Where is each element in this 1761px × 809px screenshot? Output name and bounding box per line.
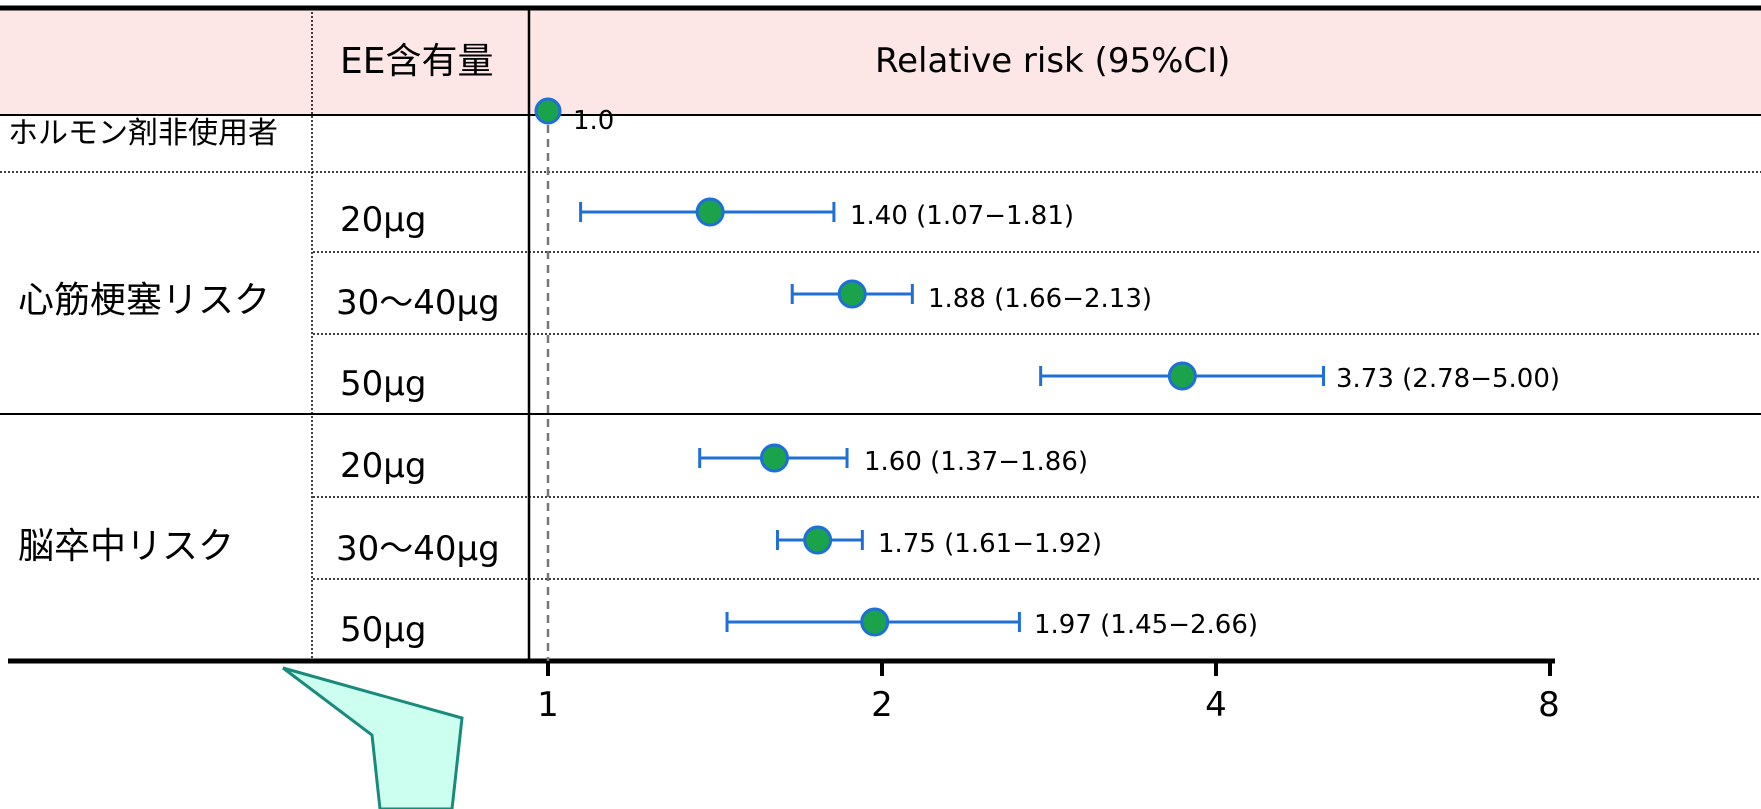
value-label-mi-50: 3.73 (2.78−5.00) <box>1336 364 1561 394</box>
table-header-band <box>0 8 1761 114</box>
dose-label-stroke-30-40: 30〜40μg <box>336 529 500 569</box>
group-label-mi: 心筋梗塞リスク <box>18 280 271 321</box>
x-tick-label-1: 1 <box>537 685 559 725</box>
callout-pointer <box>282 666 464 809</box>
x-tick-label-4: 4 <box>1205 685 1227 725</box>
value-label-reference: 1.0 <box>573 106 615 136</box>
point-group1-row0 <box>759 443 789 473</box>
value-label-stroke-50: 1.97 (1.45−2.66) <box>1034 610 1259 640</box>
x-axis-ticks <box>546 661 1552 676</box>
dose-label-mi-50: 50μg <box>340 364 427 404</box>
value-label-mi-20: 1.40 (1.07−1.81) <box>850 201 1075 231</box>
value-label-mi-30-40: 1.88 (1.66−2.13) <box>928 284 1153 314</box>
point-group0-row0 <box>695 197 725 227</box>
rr-column-header: Relative risk (95%CI) <box>875 41 1231 81</box>
dose-label-stroke-50: 50μg <box>340 610 427 650</box>
value-label-stroke-20: 1.60 (1.37−1.86) <box>864 447 1089 477</box>
x-tick-label-2: 2 <box>871 685 893 725</box>
point-reference <box>534 97 562 125</box>
x-tick-label-8: 8 <box>1538 685 1560 725</box>
dose-label-mi-20: 20μg <box>340 200 427 240</box>
estimate-marks <box>534 97 1326 637</box>
group-label-stroke: 脳卒中リスク <box>18 526 235 567</box>
value-label-stroke-30-40: 1.75 (1.61−1.92) <box>878 529 1103 559</box>
point-group0-row1 <box>837 279 867 309</box>
reference-label: ホルモン剤非使用者 <box>8 116 278 151</box>
dose-column-header: EE含有量 <box>340 41 494 82</box>
dose-label-stroke-20: 20μg <box>340 446 427 486</box>
point-group1-row1 <box>803 525 833 555</box>
point-group0-row2 <box>1167 361 1197 391</box>
dose-label-mi-30-40: 30〜40μg <box>336 283 500 323</box>
point-group1-row2 <box>860 607 890 637</box>
